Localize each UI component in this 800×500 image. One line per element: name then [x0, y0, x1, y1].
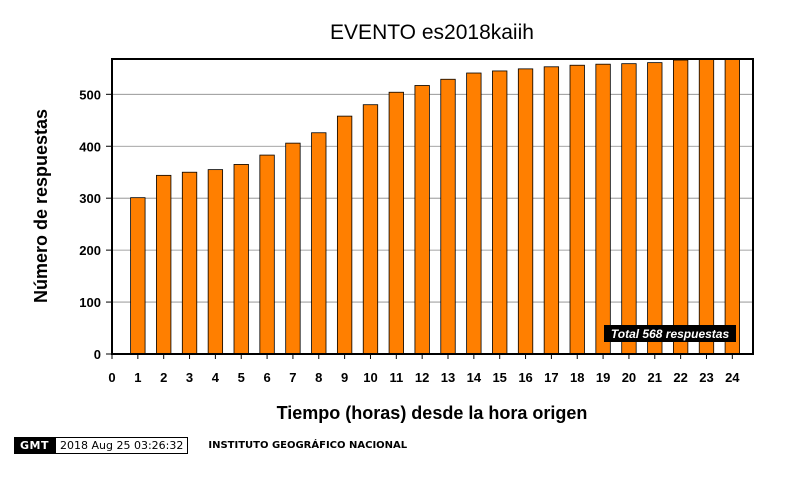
x-tick-label: 16 — [518, 370, 532, 385]
bar — [724, 58, 740, 355]
y-tick-label: 500 — [79, 87, 101, 102]
x-tick-label: 8 — [315, 370, 322, 385]
y-axis-ticks: 0 100 200 300 400 500 — [79, 87, 112, 362]
x-tick-label: 1 — [134, 370, 141, 385]
chart-title: EVENTO es2018kaiih — [330, 21, 534, 44]
x-tick-label: 2 — [160, 370, 167, 385]
bar — [492, 70, 508, 355]
x-tick-label: 23 — [699, 370, 713, 385]
bar — [621, 63, 637, 355]
y-axis-label: Número de respuestas — [31, 109, 51, 303]
bar — [440, 78, 456, 355]
bar — [569, 64, 585, 355]
x-axis-label: Tiempo (horas) desde la hora origen — [277, 403, 588, 423]
y-tick-label: 100 — [79, 295, 101, 310]
x-tick-label: 22 — [673, 370, 687, 385]
bar — [672, 59, 689, 355]
x-tick-label: 4 — [212, 370, 220, 385]
y-tick-label: 400 — [79, 139, 101, 154]
bar — [466, 72, 482, 355]
x-tick-label: 14 — [467, 370, 482, 385]
total-annotation: Total 568 respuestas — [604, 325, 736, 342]
bar — [414, 85, 430, 355]
bar — [259, 154, 275, 355]
bar — [336, 115, 353, 355]
plot-frame — [111, 58, 754, 355]
y-tick-label: 300 — [79, 191, 101, 206]
x-tick-label: 9 — [341, 370, 348, 385]
timestamp: 2018 Aug 25 03:26:32 — [54, 436, 189, 454]
x-tick-label: 21 — [648, 370, 662, 385]
x-tick-label: 5 — [238, 370, 245, 385]
x-tick-label: 6 — [263, 370, 270, 385]
gmt-logo: GMT — [14, 436, 55, 454]
x-tick-label: 10 — [363, 370, 377, 385]
bar — [517, 68, 534, 355]
bar — [311, 132, 327, 355]
x-axis-ticks: 0 1 2 3 4 5 6 7 8 9 10 11 12 13 14 15 16 17 18 19 20 21 22 23 24 — [108, 354, 740, 385]
x-tick-label: 20 — [622, 370, 636, 385]
bar — [647, 62, 663, 355]
bar — [156, 174, 172, 355]
bar — [207, 169, 224, 355]
footer: GMT 2018 Aug 25 03:26:32 INSTITUTO GEOGR… — [14, 435, 407, 455]
total-annotation-box — [604, 325, 736, 342]
x-tick-label: 13 — [441, 370, 455, 385]
bars — [130, 58, 740, 355]
x-tick-label: 18 — [570, 370, 584, 385]
bar — [130, 197, 146, 355]
bar — [181, 171, 198, 355]
institute-name: INSTITUTO GEOGRÁFICO NACIONAL — [208, 439, 408, 451]
x-tick-label: 0 — [108, 370, 115, 385]
bar — [285, 142, 301, 355]
bar — [543, 66, 560, 355]
x-tick-label: 11 — [389, 370, 403, 385]
bar — [362, 104, 379, 355]
bar — [233, 164, 249, 355]
x-tick-label: 15 — [492, 370, 506, 385]
bar — [698, 58, 715, 355]
x-tick-label: 17 — [544, 370, 558, 385]
x-tick-label: 19 — [596, 370, 610, 385]
x-tick-label: 7 — [289, 370, 296, 385]
y-tick-label: 200 — [79, 243, 101, 258]
response-count-chart: EVENTO es2018kaiih Número de respuestas … — [31, 21, 754, 423]
bar — [595, 63, 611, 355]
x-tick-label: 24 — [725, 370, 740, 385]
x-tick-label: 3 — [186, 370, 193, 385]
y-tick-label: 0 — [94, 347, 101, 362]
bar — [388, 91, 404, 355]
total-annotation-text: Total 568 respuestas — [611, 327, 730, 341]
x-tick-label: 12 — [415, 370, 429, 385]
